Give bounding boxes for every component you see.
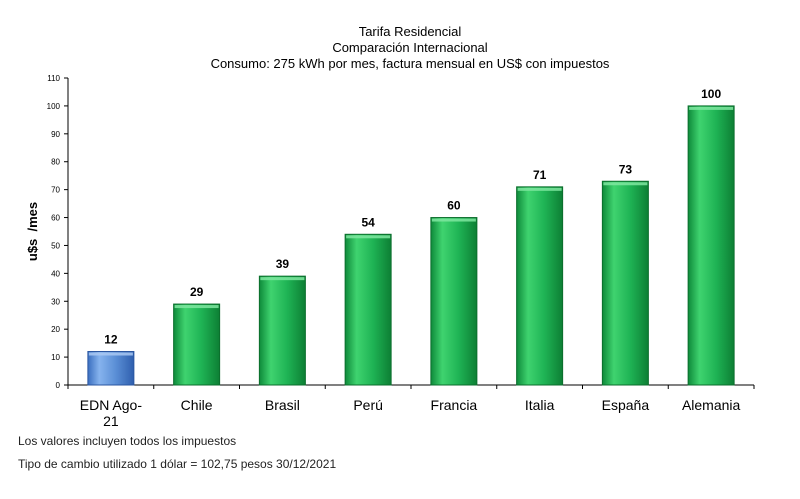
- data-label: 60: [447, 199, 461, 213]
- y-tick-label: 0: [56, 381, 61, 390]
- data-label: 39: [276, 257, 290, 271]
- y-tick-label: 30: [51, 297, 60, 306]
- x-tick-label: España: [602, 397, 650, 413]
- bar-top-highlight: [88, 352, 133, 356]
- data-label: 100: [701, 87, 721, 101]
- y-tick-label: 20: [51, 325, 60, 334]
- x-tick-label: Perú: [353, 397, 383, 413]
- bar: [687, 105, 735, 386]
- y-tick-label: 100: [47, 102, 61, 111]
- x-tick-label: Brasil: [265, 397, 300, 413]
- bar-top-highlight: [346, 235, 391, 239]
- bar-top-highlight: [260, 277, 305, 281]
- chart-title-line: Comparación Internacional: [332, 40, 487, 55]
- y-tick-label: 70: [51, 186, 60, 195]
- y-tick-label: 50: [51, 241, 60, 250]
- bar: [258, 275, 306, 386]
- data-label: 12: [104, 333, 118, 347]
- y-tick-label: 80: [51, 158, 60, 167]
- footnote-exchange-rate: Tipo de cambio utilizado 1 dólar = 102,7…: [18, 457, 337, 471]
- x-tick-label: Chile: [181, 397, 213, 413]
- bar: [87, 351, 135, 386]
- y-tick-label: 10: [51, 353, 60, 362]
- y-tick-label: 60: [51, 214, 60, 223]
- y-tick-label: 90: [51, 130, 60, 139]
- bar: [344, 233, 392, 386]
- bar: [430, 217, 478, 386]
- data-label: 71: [533, 168, 547, 182]
- bar-top-highlight: [689, 106, 734, 110]
- bar: [173, 303, 221, 386]
- y-tick-label: 40: [51, 269, 60, 278]
- y-axis: 0 10 20 30 40 50 60 70 80 90 100 110 u$s /mes: [25, 74, 69, 390]
- data-label: 54: [361, 215, 375, 229]
- bar-top-highlight: [431, 218, 476, 222]
- bar: [516, 186, 564, 386]
- chart-title-line: Consumo: 275 kWh por mes, factura mensua…: [211, 56, 610, 71]
- x-tick-label: Alemania: [682, 397, 741, 413]
- bar-top-highlight: [517, 187, 562, 191]
- chart-title-line: Tarifa Residencial: [359, 24, 462, 39]
- bar-top-highlight: [603, 182, 648, 186]
- footnote-taxes: Los valores incluyen todos los impuestos: [18, 434, 237, 448]
- x-tick-label: Francia: [431, 397, 478, 413]
- y-axis-label: u$s /mes: [25, 202, 40, 261]
- data-label: 29: [190, 285, 204, 299]
- x-axis: EDN Ago-21 Chile Brasil Perú Francia Italia Es…: [67, 384, 755, 429]
- x-tick-label: EDN Ago-21: [80, 397, 143, 429]
- data-label: 73: [619, 162, 633, 176]
- x-tick-label: Italia: [525, 397, 555, 413]
- y-tick-label: 110: [47, 74, 60, 83]
- data-labels: 12 29 39 54 60 71 73 100: [104, 87, 721, 347]
- bar-top-highlight: [174, 305, 219, 309]
- bars: [87, 105, 735, 386]
- bar: [601, 180, 649, 386]
